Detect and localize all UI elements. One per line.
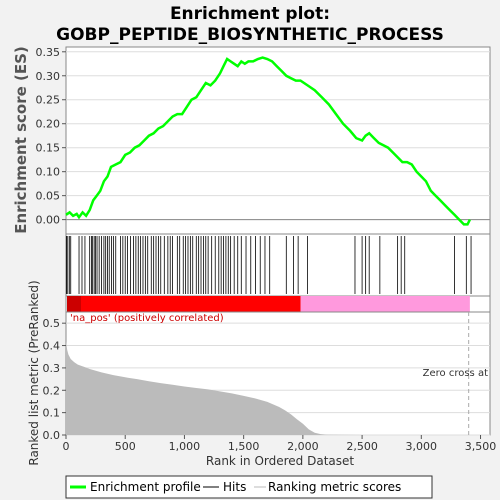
es-y-axis-title: Enrichment score (ES): [12, 46, 30, 234]
ranked-y-tick-label: 0.4: [43, 340, 61, 353]
positive-correlation-label: 'na_pos' (positively correlated): [70, 313, 224, 324]
es-y-tick-label: 0.35: [36, 46, 61, 59]
es-y-tick-label: 0.05: [36, 190, 61, 203]
hit-markers: [66, 236, 472, 294]
ranked-y-tick-label: 0.0: [43, 429, 61, 442]
legend-ranking-label: Ranking metric scores: [268, 480, 401, 494]
x-tick-label: 2,500: [346, 440, 378, 453]
legend-box: [65, 475, 433, 499]
legend: Enrichment profile Hits Ranking metric s…: [65, 475, 433, 499]
es-panel: 0.00 0.05 0.10 0.15 0.20 0.25 0.30 0.35 Enrichm…: [12, 46, 491, 235]
x-tick-label: 1,500: [228, 440, 260, 453]
ranked-y-tick-label: 0.1: [43, 407, 61, 420]
chart-title-line2: GOBP_PEPTIDE_BIOSYNTHETIC_PROCESS: [56, 25, 444, 45]
x-tick-label: 3,500: [465, 440, 497, 453]
x-tick-label: 0: [63, 440, 70, 453]
es-y-tick-label: 0.15: [36, 142, 61, 155]
es-y-tick-label: 0.25: [36, 94, 61, 107]
enrichment-profile-line: [65, 56, 472, 226]
es-y-tick-label: 0.20: [36, 118, 61, 131]
zero-cross-label: Zero cross at: [423, 368, 488, 379]
es-y-ticks: 0.00 0.05 0.10 0.15 0.20 0.25 0.30 0.35: [36, 46, 66, 227]
gradient-peak-segment: [67, 296, 81, 312]
ranked-y-ticks: 0.0 0.1 0.2 0.3 0.4 0.5: [43, 317, 66, 442]
gradient-bar: [65, 295, 491, 313]
hits-panel: [65, 233, 491, 297]
ranked-list-panel: 0.0 0.1 0.2 0.3 0.4 0.5 Zero cross at 'na_pos…: [27, 280, 491, 466]
x-tick-label: 3,000: [406, 440, 438, 453]
gradient-positive-segment: [67, 296, 301, 312]
legend-enrichment-label: Enrichment profile: [90, 480, 201, 494]
es-plot-area: [65, 46, 491, 235]
chart-title-line1: Enrichment plot:: [170, 4, 330, 24]
es-y-tick-label: 0.10: [36, 166, 61, 179]
x-axis-title: Rank in Ordered Dataset: [206, 454, 354, 468]
hits-plot-area: [65, 233, 491, 297]
x-tick-label: 1,000: [169, 440, 201, 453]
x-axis-ticks: 0 500 1,000 1,500 2,000 2,500 3,000 3,500: [63, 435, 497, 453]
ranked-y-tick-label: 0.2: [43, 384, 61, 397]
x-tick-label: 500: [115, 440, 136, 453]
ranked-y-tick-label: 0.5: [43, 317, 61, 330]
x-tick-label: 2,000: [287, 440, 319, 453]
ranked-y-axis-title: Ranked list metric (PreRanked): [27, 280, 41, 465]
es-y-tick-label: 0.00: [36, 214, 61, 227]
gradient-negative-segment: [300, 296, 470, 312]
ranking-metric-area: [66, 341, 481, 435]
es-y-tick-label: 0.30: [36, 70, 61, 83]
ranked-y-tick-label: 0.3: [43, 362, 61, 375]
legend-hits-label: Hits: [223, 480, 246, 494]
